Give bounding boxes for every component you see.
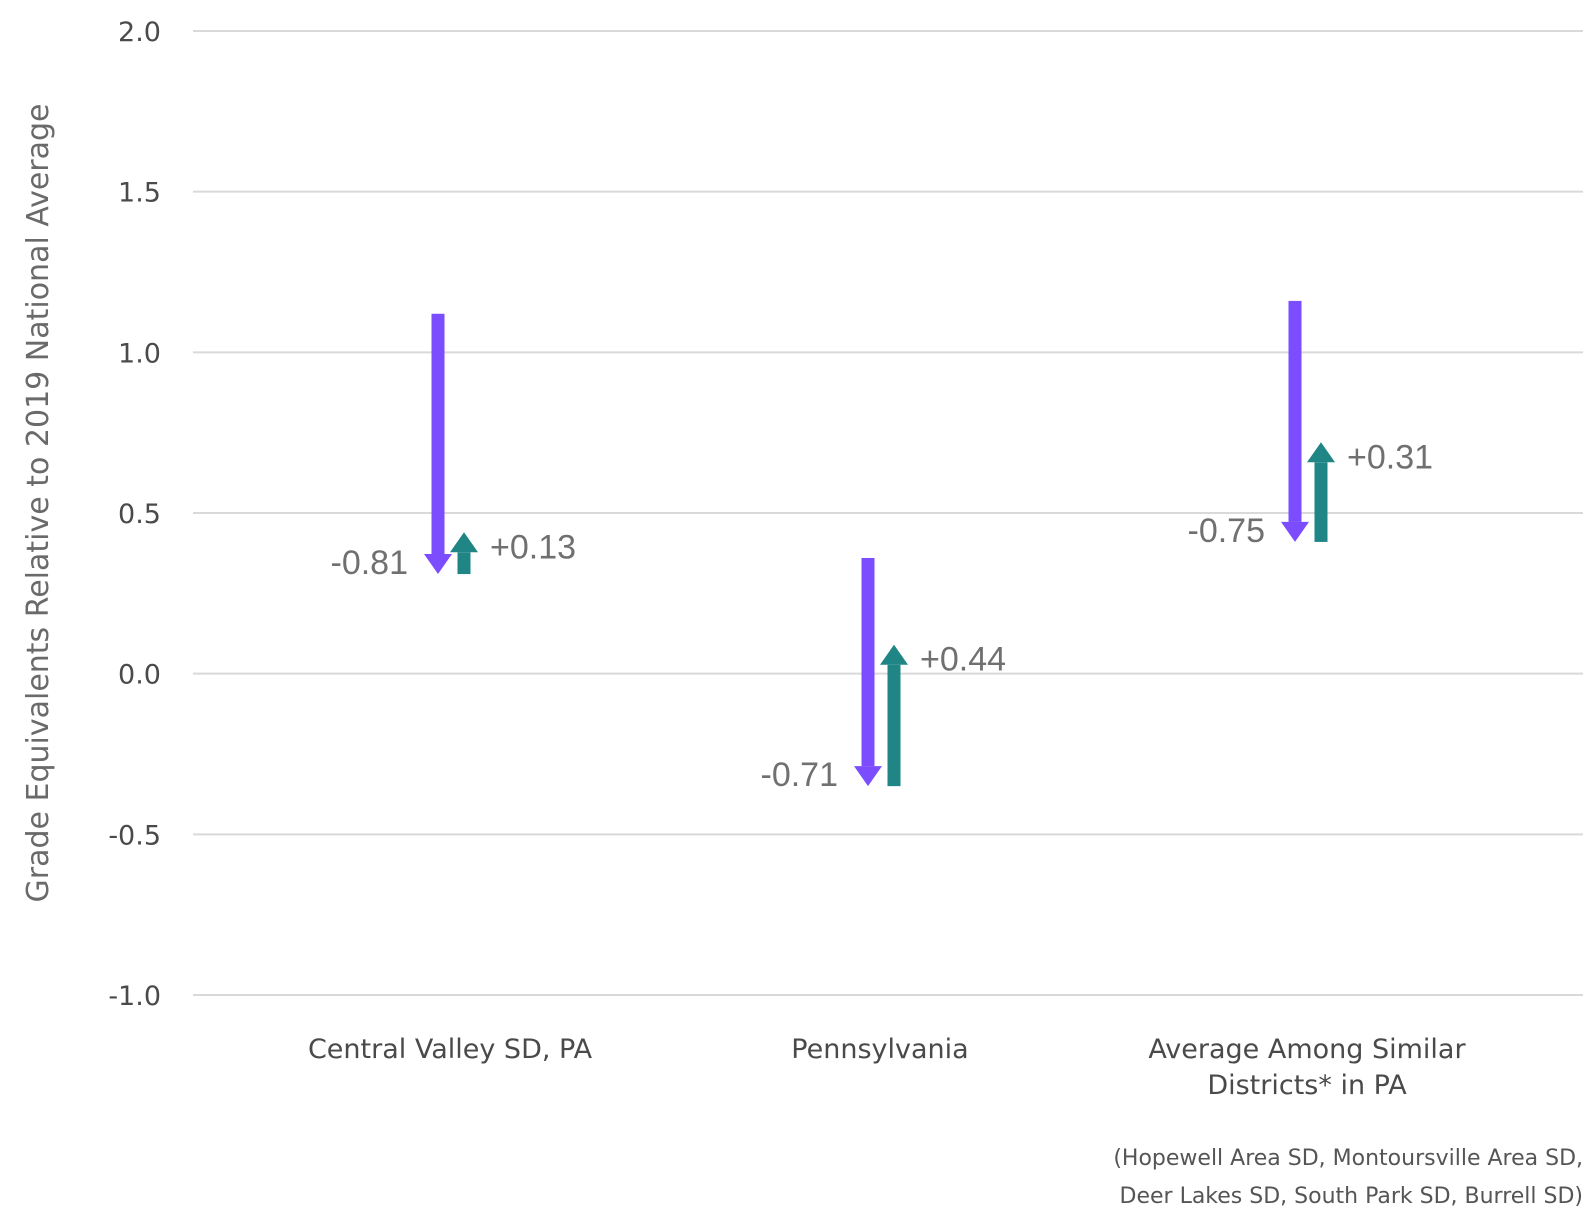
arrow-head [1307,442,1335,463]
arrow-shaft [457,552,471,575]
y-tick-label: 0.5 [118,499,161,530]
data-label-recovery: +0.44 [920,641,1006,679]
footnote-line-1: (Hopewell Area SD, Montoursville Area SD… [1113,1146,1583,1171]
arrow-head [880,644,908,665]
data-label-decline: -0.81 [331,544,409,582]
data-label-decline: -0.71 [761,756,839,794]
y-tick-label: 1.0 [118,338,161,369]
y-tick-label: 1.5 [118,178,161,209]
arrow-shaft [887,664,901,787]
y-tick-label: -1.0 [108,981,161,1012]
x-category-label: Central Valley SD, PA [308,1034,593,1065]
arrow-shaft [1314,462,1328,542]
arrow-shaft [861,557,875,767]
arrow-head [424,554,452,575]
arrow-head [1281,521,1309,542]
x-category-label: Districts* in PA [1207,1070,1407,1101]
data-label-decline: -0.75 [1188,512,1266,550]
data-label-recovery: +0.31 [1347,438,1433,476]
footnote-line-2: Deer Lakes SD, South Park SD, Burrell SD… [1119,1184,1583,1209]
arrow-shaft [1288,300,1302,522]
data-label-recovery: +0.13 [490,528,576,566]
arrow-head [854,766,882,787]
x-category-label: Average Among Similar [1148,1034,1466,1065]
y-tick-label: 2.0 [118,17,161,48]
arrow-shaft [431,313,445,555]
x-category-label: Pennsylvania [791,1034,968,1065]
y-tick-label: -0.5 [108,820,161,851]
arrow-head [450,532,478,553]
y-tick-label: 0.0 [118,660,161,691]
y-axis-title: Grade Equivalents Relative to 2019 Natio… [21,103,56,902]
